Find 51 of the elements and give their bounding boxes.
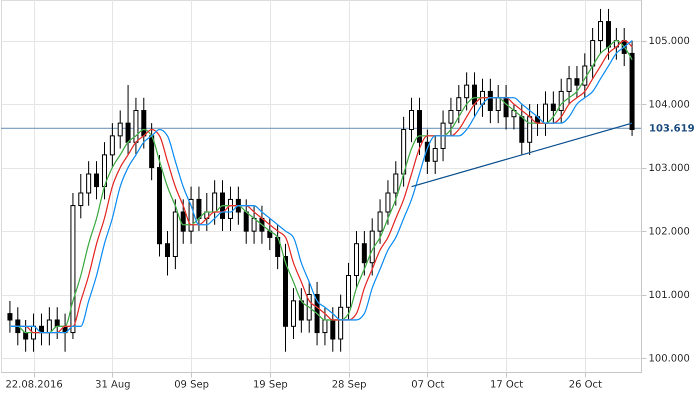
- candlestick: [385, 180, 390, 226]
- candlestick: [378, 198, 383, 244]
- candlestick: [448, 97, 454, 136]
- candlestick: [511, 104, 516, 130]
- candlestick: [496, 84, 501, 124]
- x-tick-label: 09 Sep: [174, 380, 209, 390]
- y-tick-label: 104.000: [648, 100, 690, 111]
- candlestick: [330, 306, 336, 352]
- x-tick-label: 19 Sep: [252, 380, 288, 390]
- candlestick: [542, 90, 548, 136]
- candlestick: [164, 230, 170, 276]
- x-tick-label: 28 Sep: [332, 380, 366, 390]
- y-tick-label: 100.000: [648, 354, 690, 365]
- candlestick: [94, 160, 100, 200]
- candlestick: [362, 230, 367, 276]
- candlestick: [298, 288, 304, 334]
- candlestick: [7, 300, 12, 334]
- x-tick-label: 31 Aug: [95, 380, 131, 390]
- candlestick: [558, 78, 564, 124]
- y-tick-label: 103.000: [648, 163, 690, 174]
- candlestick: [196, 186, 202, 232]
- x-tick-label: 22.08.2016: [5, 380, 63, 390]
- candlestick: [86, 160, 92, 206]
- candlestick: [488, 78, 493, 124]
- y-tick-label: 101.000: [648, 290, 690, 302]
- candlestick: [432, 135, 438, 174]
- candlestick: [118, 110, 123, 150]
- candlestick: [393, 160, 398, 206]
- candlestick: [464, 72, 470, 111]
- x-tick-label: 07 Oct: [411, 380, 444, 390]
- candlestick: [275, 224, 280, 270]
- candlestick: [78, 173, 84, 219]
- candlestick: [212, 180, 218, 226]
- x-tick-label: 17 Oct: [490, 380, 524, 390]
- candlestick: [456, 84, 462, 124]
- ref-line-label: 103.619: [649, 123, 695, 134]
- candlestick: [574, 66, 580, 98]
- candlestick: [267, 218, 272, 251]
- candlestick: [322, 306, 328, 346]
- y-tick-label: 102.000: [648, 226, 690, 238]
- candlestick: [550, 90, 556, 124]
- candlestick: [598, 8, 604, 54]
- y-tick-label: 105.000: [648, 36, 690, 48]
- candlestick: [126, 84, 131, 156]
- candlestick: [566, 66, 572, 105]
- candlestick: [409, 97, 414, 143]
- x-tick-label: 26 Oct: [568, 380, 602, 390]
- candlestick: [244, 198, 249, 244]
- candlestick: [252, 205, 257, 244]
- candlestick: [23, 319, 28, 352]
- candlestick: [110, 122, 115, 168]
